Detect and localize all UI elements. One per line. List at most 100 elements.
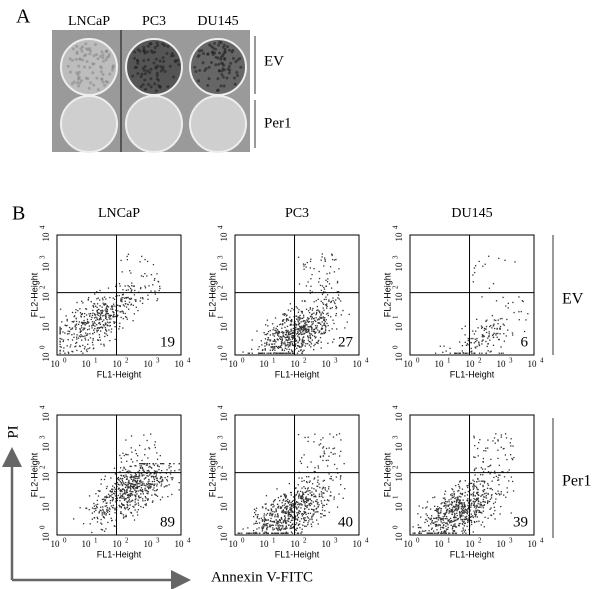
event-dot [284, 315, 285, 316]
event-dot [134, 286, 135, 287]
percentage: 89 [160, 514, 175, 530]
event-dot [268, 331, 269, 332]
event-dot [331, 254, 332, 255]
event-dot [289, 345, 290, 346]
event-dot [321, 500, 322, 501]
event-dot [133, 507, 134, 508]
event-dot [139, 261, 140, 262]
y-tick-base: 10 [219, 412, 229, 422]
y-tick-base: 10 [41, 532, 51, 542]
event-dot [314, 512, 315, 513]
colony [166, 85, 169, 88]
event-dot [505, 305, 506, 306]
event-dot [442, 518, 443, 519]
event-dot [440, 346, 441, 347]
event-dot [460, 480, 461, 481]
event-dot [301, 457, 302, 458]
event-dot [135, 487, 136, 488]
event-dot [157, 465, 158, 466]
event-dot [274, 343, 275, 344]
event-dot [251, 349, 252, 350]
event-dot [154, 490, 155, 491]
event-dot [307, 336, 308, 337]
event-dot [254, 533, 255, 534]
event-dot [81, 335, 82, 336]
event-dot [489, 509, 490, 510]
event-dot [306, 520, 307, 521]
event-dot [282, 526, 283, 527]
event-dot [145, 500, 146, 501]
event-dot [167, 476, 168, 477]
event-dot [504, 341, 505, 342]
event-dot [311, 519, 312, 520]
event-dot [486, 493, 487, 494]
event-dot [332, 259, 333, 260]
event-dot [135, 476, 136, 477]
event-dot [488, 256, 489, 257]
x-tick-base: 10 [82, 359, 92, 369]
event-dot [297, 515, 298, 516]
colony [220, 56, 223, 59]
event-dot [130, 504, 131, 505]
colony [96, 57, 99, 60]
event-dot [311, 491, 312, 492]
event-dot [296, 319, 297, 320]
event-dot [143, 493, 144, 494]
event-dot [288, 346, 289, 347]
event-dot [457, 515, 458, 516]
event-dot [154, 479, 155, 480]
event-dot [102, 512, 103, 513]
event-dot [451, 520, 452, 521]
colony [225, 77, 228, 80]
event-dot [315, 332, 316, 333]
event-dot [292, 505, 293, 506]
colony [136, 72, 139, 75]
event-dot [89, 509, 90, 510]
event-dot [427, 501, 428, 502]
event-dot [439, 507, 440, 508]
event-dot [96, 330, 97, 331]
event-dot [154, 465, 155, 466]
event-dot [471, 353, 472, 354]
event-dot [106, 502, 107, 503]
event-dot [87, 322, 88, 323]
event-dot [308, 520, 309, 521]
event-dot [288, 309, 289, 310]
colony [88, 52, 91, 55]
event-dot [140, 463, 141, 464]
event-dot [261, 340, 262, 341]
event-dot [454, 523, 455, 524]
event-dot [499, 494, 500, 495]
event-dot [146, 483, 147, 484]
event-dot [97, 521, 98, 522]
event-dot [153, 264, 154, 265]
event-dot [120, 490, 121, 491]
event-dot [249, 353, 250, 354]
y-tick-exp: 3 [217, 255, 225, 259]
event-dot [317, 306, 318, 307]
event-dot [302, 352, 303, 353]
event-dot [300, 346, 301, 347]
event-dot [298, 512, 299, 513]
event-dot [334, 464, 335, 465]
event-dot [512, 332, 513, 333]
event-dot [343, 498, 344, 499]
event-dot [427, 515, 428, 516]
event-dot [133, 305, 134, 306]
event-dot [323, 325, 324, 326]
event-dot [92, 342, 93, 343]
event-dot [320, 337, 321, 338]
event-dot [255, 523, 256, 524]
event-dot [453, 511, 454, 512]
event-dot [109, 340, 110, 341]
event-dot [151, 495, 152, 496]
event-dot [104, 479, 105, 480]
event-dot [276, 331, 277, 332]
event-dot [104, 499, 105, 500]
event-dot [459, 512, 460, 513]
event-dot [80, 312, 81, 313]
event-dot [111, 315, 112, 316]
event-dot [265, 524, 266, 525]
event-dot [88, 297, 89, 298]
event-dot [518, 296, 519, 297]
